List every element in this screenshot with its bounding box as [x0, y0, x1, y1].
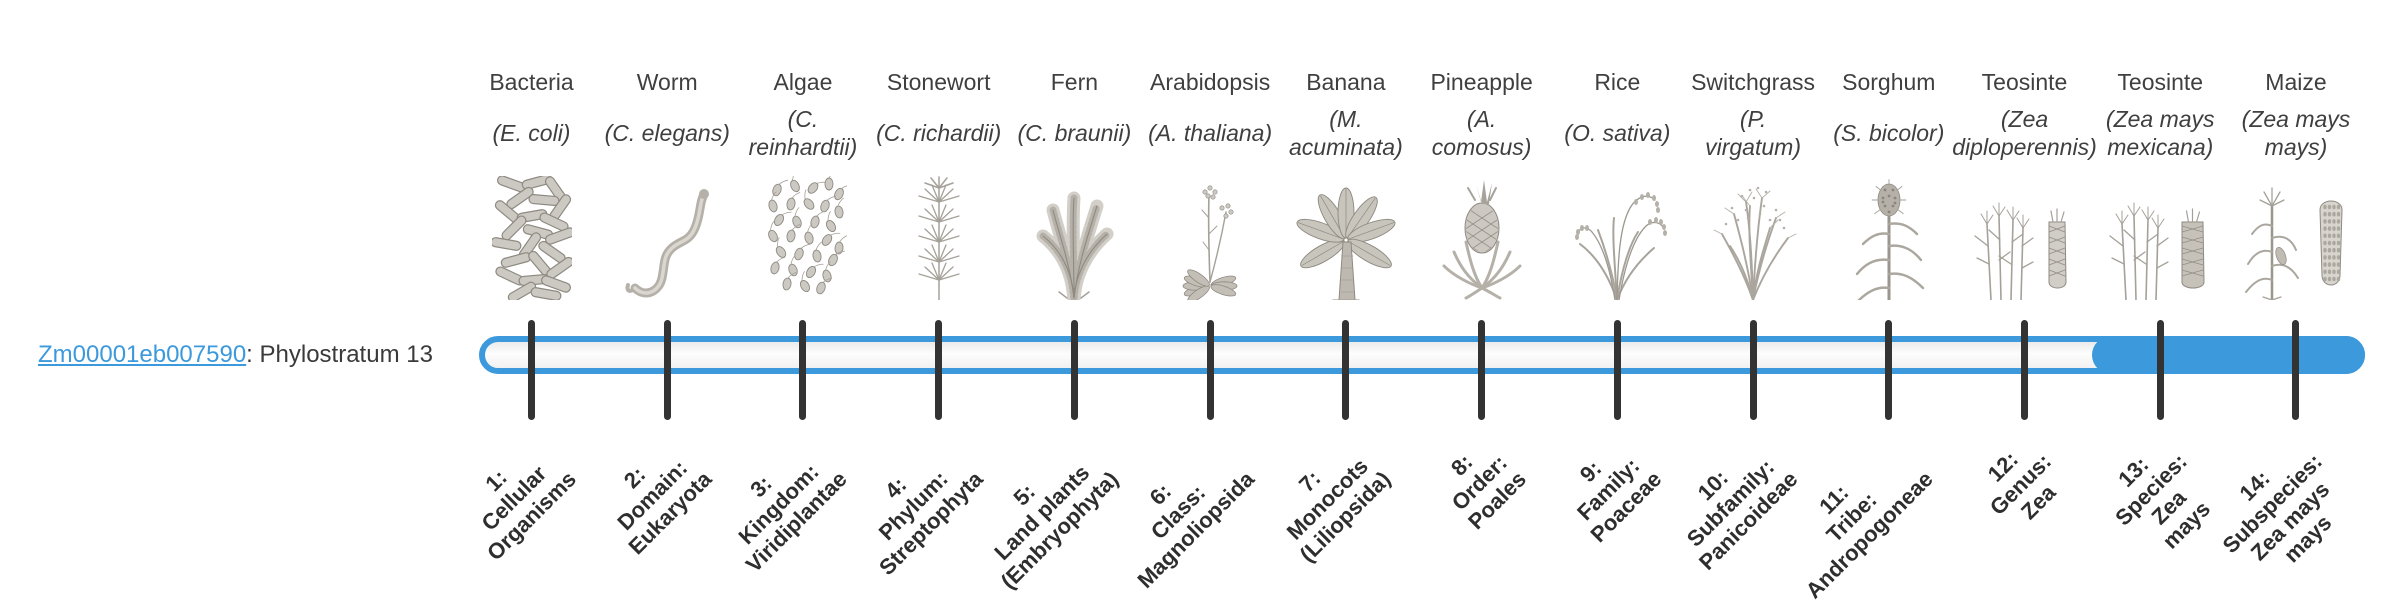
organism-species-name: (M. acuminata): [1288, 106, 1403, 160]
organism-species-name: (C. richardii): [876, 120, 1002, 146]
timeline-tick: [2021, 320, 2029, 420]
stage-label-text: 13: Species: Zea mays: [2109, 448, 2215, 554]
organism-common-name: Worm: [636, 69, 698, 95]
organism-common-name: Sorghum: [1842, 69, 1936, 95]
organism-common-name: Bacteria: [489, 69, 574, 95]
stonewort-icon: [874, 170, 1004, 300]
fern-icon: [1009, 170, 1139, 300]
organism-common-name: Stonewort: [886, 69, 991, 95]
organism-species-name: (A. comosus): [1431, 106, 1532, 160]
organism-common-name: Pineapple: [1430, 69, 1533, 95]
timeline-tick: [1749, 320, 1757, 420]
organism-common-name: Switchgrass: [1691, 69, 1816, 95]
phylostratum-text: : Phylostratum 13: [246, 341, 433, 368]
timeline-tick: [1070, 320, 1078, 420]
timeline-tick: [663, 320, 671, 420]
stage-label-text: 7: Monocots (Liliopsida): [1281, 453, 1395, 567]
pineapple-icon: [1417, 170, 1547, 300]
stage-label-text: 6: Class: Magnoliopsida: [1132, 466, 1260, 593]
timeline-tick: [1478, 320, 1486, 420]
stage-label-text: 5: Land plants (Embryophyta): [989, 459, 1124, 594]
organism-species-name: (C. braunii): [1017, 120, 1132, 146]
organism-species-name: (Zea mays mays): [2241, 106, 2351, 160]
stage-label-text: 4: Phylum: Streptophyta: [873, 465, 988, 580]
timeline-highlight-fill: [2092, 336, 2365, 374]
banana-icon: [1281, 170, 1411, 300]
stage-label-text: 14: Subspecies: Zea mays mays: [2218, 448, 2337, 568]
organism-common-name: Fern: [1050, 69, 1099, 95]
gene-phylostratum-label: Zm00001eb007590: Phylostratum 13: [38, 336, 433, 374]
timeline-tick: [935, 320, 943, 420]
stage-label-text: 11: Tribe: Andropogoneae: [1800, 466, 1938, 603]
stage-label-text: 3: Kingdom: Viridiplantae: [733, 458, 852, 578]
arabidopsis-icon: [1145, 170, 1275, 300]
organism-common-name: Banana: [1306, 69, 1386, 95]
sorghum-icon: [1824, 170, 1954, 300]
organism-species-name: (Zea mays mexicana): [2105, 106, 2215, 160]
timeline-tick: [1206, 320, 1214, 420]
stage-label-text: 12: Genus: Zea: [1982, 446, 2061, 525]
bacteria-icon: [467, 170, 597, 300]
worm-icon: [602, 170, 732, 300]
stage-label-text: 1: Cellular Organisms: [476, 460, 581, 566]
organism-species-name: (Zea diploperennis): [1952, 106, 2097, 160]
stage-label-text: 9: Family: Poaceae: [1572, 453, 1667, 548]
stage-label-text: 2: Domain: Eukaryota: [612, 455, 717, 560]
timeline-tick: [1885, 320, 1893, 420]
maize-icon: [2231, 170, 2361, 300]
organism-species-name: (P. virgatum): [1705, 106, 1801, 160]
organism-common-name: Algae: [773, 69, 833, 95]
organism-common-name: Teosinte: [1981, 69, 2068, 95]
organism-species-name: (C. elegans): [604, 120, 730, 146]
teosinte-diploperennis-icon: [1960, 170, 2090, 300]
stage-label-text: 8: Order: Poales: [1445, 449, 1531, 535]
timeline-tick: [2156, 320, 2164, 420]
timeline-tick: [2292, 320, 2300, 420]
rice-icon: [1552, 170, 1682, 300]
organism-common-name: Teosinte: [2117, 69, 2204, 95]
timeline-tick: [1613, 320, 1621, 420]
organism-species-name: (O. sativa): [1564, 120, 1671, 146]
organism-species-name: (C. reinhardtii): [748, 106, 858, 160]
organism-species-name: (A. thaliana): [1148, 120, 1273, 146]
organism-species-name: (S. bicolor): [1833, 120, 1945, 146]
timeline-tick: [1342, 320, 1350, 420]
timeline-track: [479, 336, 2365, 374]
organism-common-name: Rice: [1594, 69, 1641, 95]
organism-common-name: Maize: [2265, 69, 2327, 95]
timeline-tick: [528, 320, 535, 420]
timeline-tick: [799, 320, 807, 420]
organism-common-name: Arabidopsis: [1150, 69, 1271, 95]
switchgrass-icon: [1688, 170, 1818, 300]
phylostratum-timeline: Zm00001eb007590: Phylostratum 13 Bacteri…: [38, 69, 2365, 603]
organism-species-name: (E. coli): [492, 120, 571, 146]
teosinte-mexicana-icon: [2095, 170, 2225, 300]
gene-id-link[interactable]: Zm00001eb007590: [38, 341, 247, 368]
algae-icon: [738, 170, 868, 300]
